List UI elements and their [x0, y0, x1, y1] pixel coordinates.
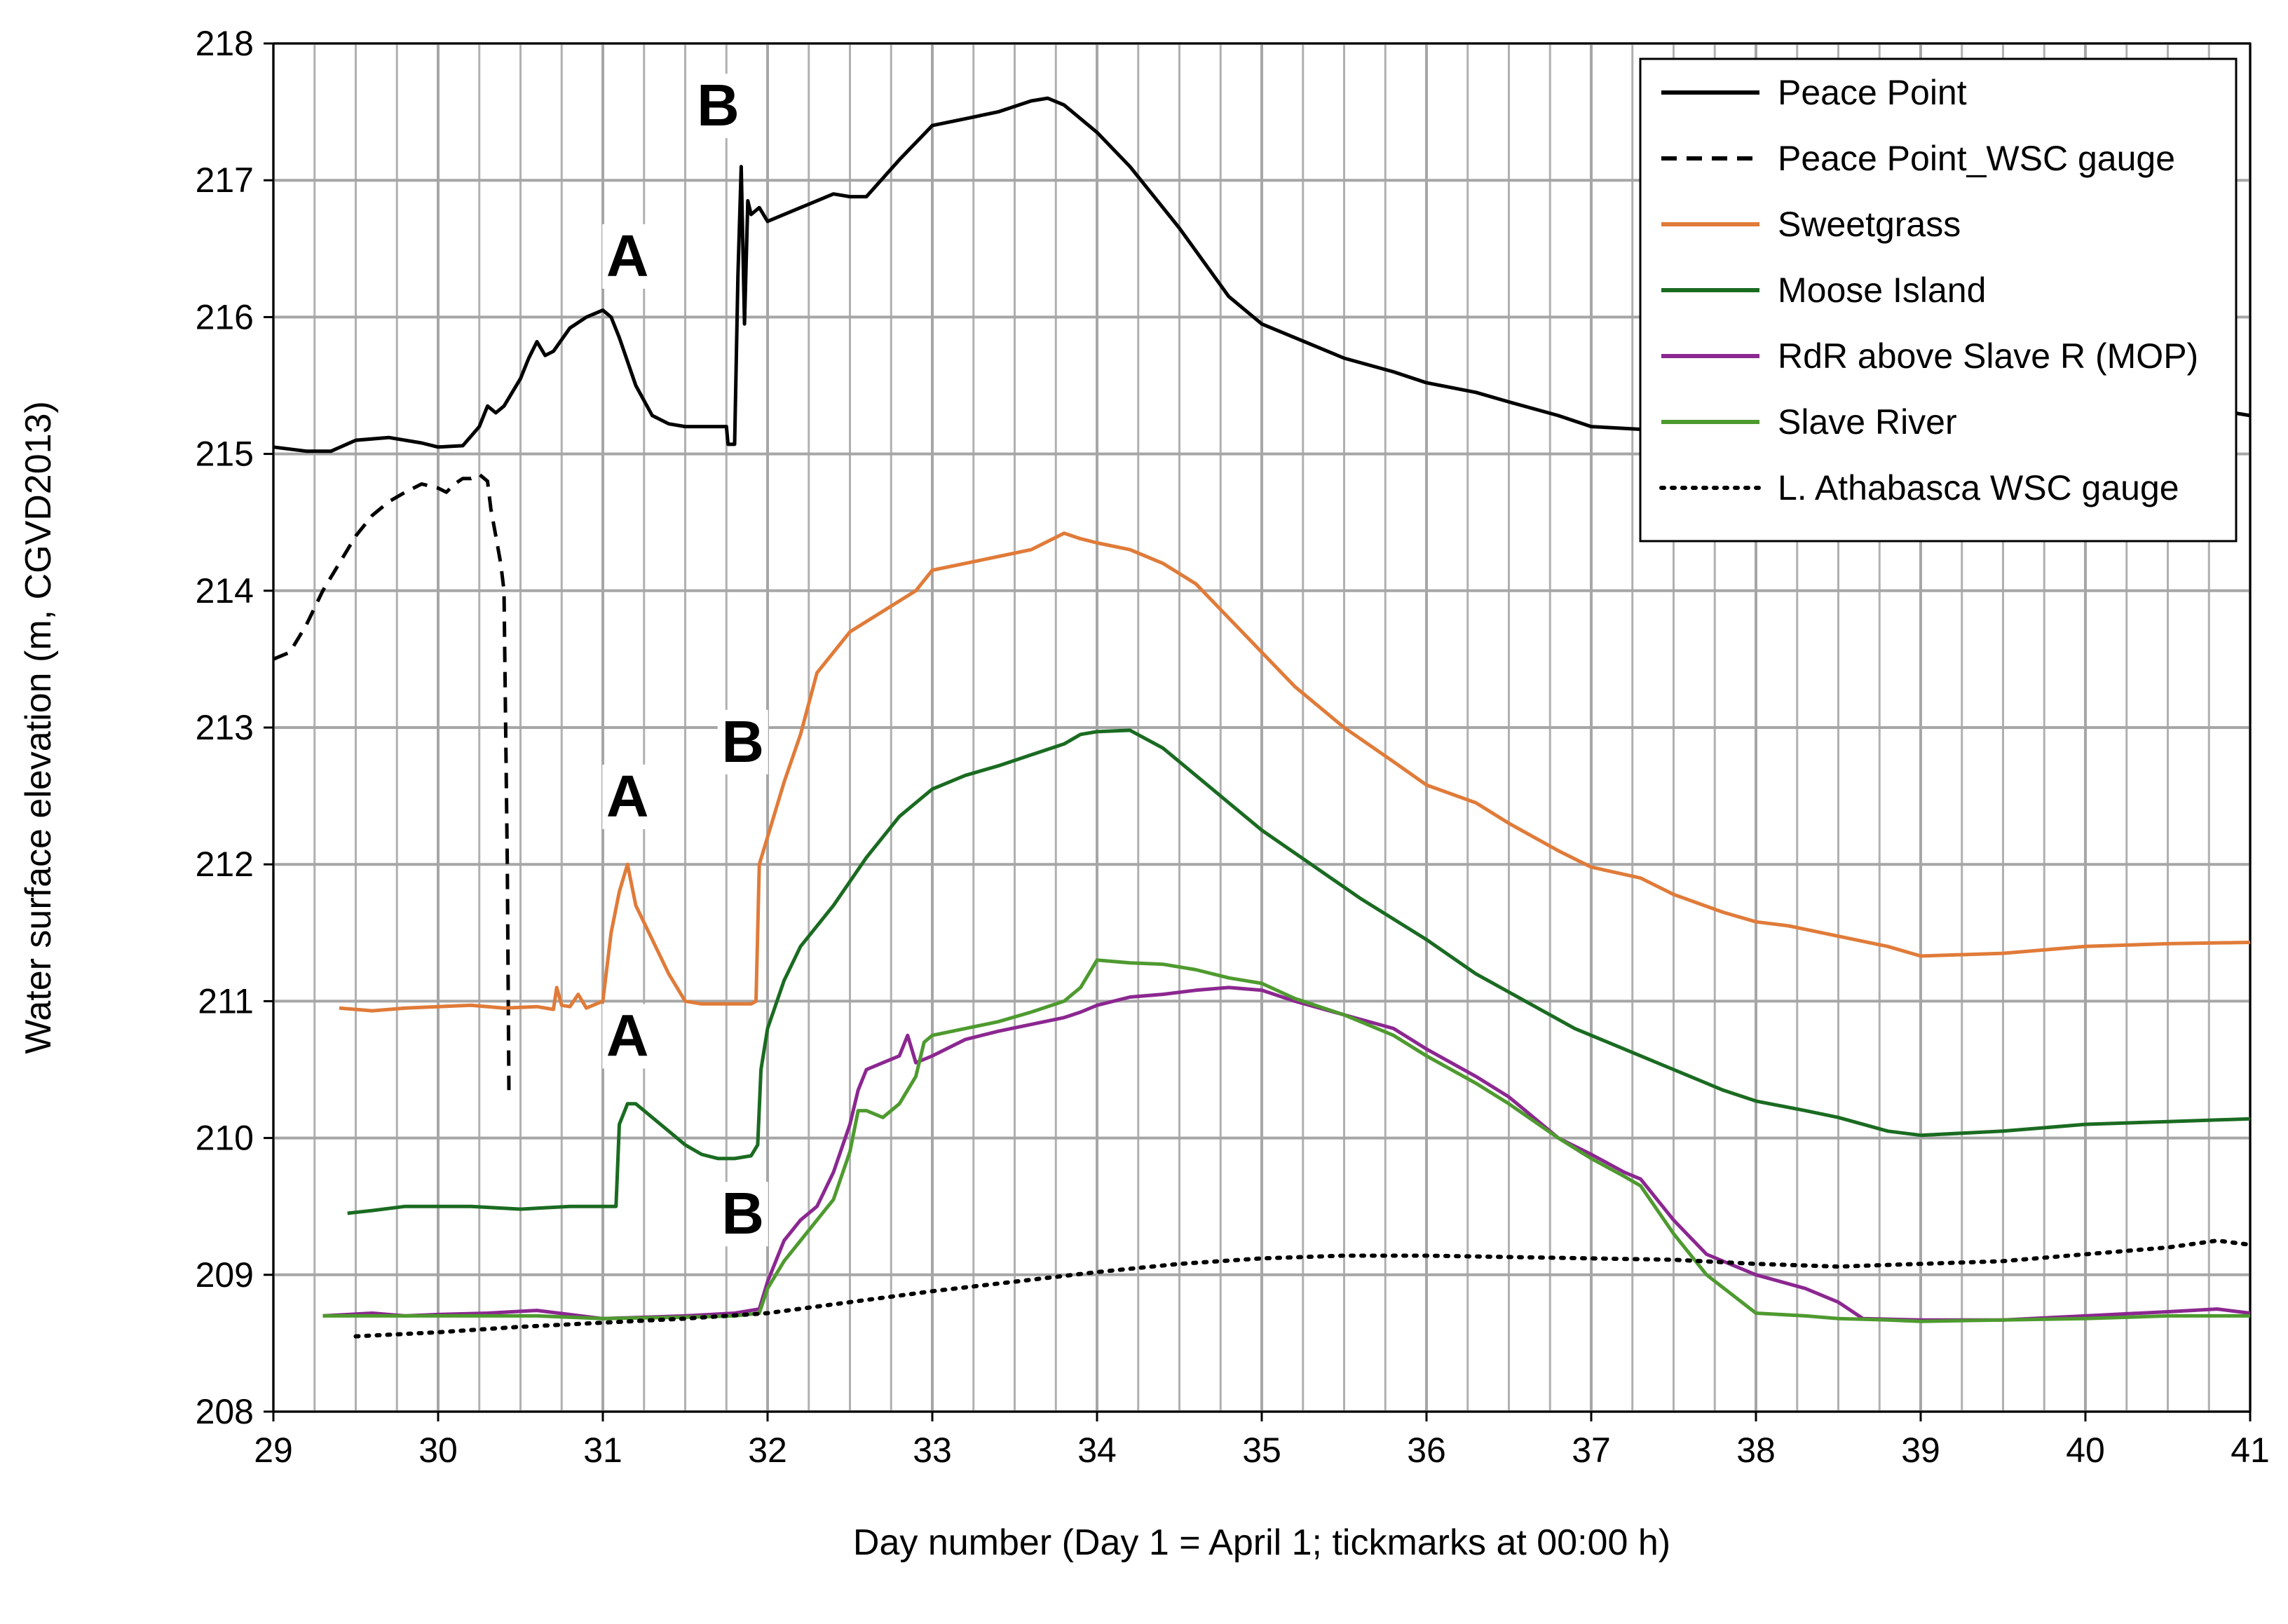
y-tick-label: 210 [196, 1119, 254, 1158]
x-tick-label: 29 [254, 1431, 293, 1470]
series-line-1 [273, 472, 511, 1091]
x-tick-label: 41 [2231, 1431, 2270, 1470]
legend-label: Peace Point_WSC gauge [1778, 139, 2175, 178]
x-tick-label: 35 [1242, 1431, 1281, 1470]
x-tick-label: 32 [748, 1431, 787, 1470]
annotation-label: A [606, 1002, 649, 1068]
annotation-background [602, 224, 653, 289]
legend-label: RdR above Slave R (MOP) [1778, 336, 2198, 376]
annotations: A B A B A B [602, 72, 768, 1247]
legend-box [1639, 57, 2238, 543]
y-tick-label: 211 [198, 981, 254, 1021]
y-tick-label: 215 [196, 435, 254, 474]
legend-label: Slave River [1778, 402, 1957, 442]
y-tick-label: 214 [196, 571, 254, 610]
x-tick-label: 36 [1407, 1431, 1446, 1470]
annotation-background [602, 764, 653, 829]
annotation-label: B [697, 72, 740, 138]
series-line-6 [353, 1239, 2252, 1339]
x-tick-labels: 29 30 31 32 33 34 35 36 37 38 39 40 41 [254, 1431, 2270, 1470]
data-series [273, 96, 2252, 1339]
annotation-label: B [721, 709, 764, 775]
y-tick-label: 216 [196, 297, 254, 336]
legend-label: Peace Point [1778, 73, 1967, 112]
y-tick-label: 217 [196, 161, 254, 200]
series-line-0 [273, 96, 2251, 453]
y-tick-label: 213 [196, 708, 254, 747]
annotation-label: A [606, 223, 649, 289]
legend-label: Sweetgrass [1778, 205, 1961, 244]
x-tick-label: 40 [2066, 1431, 2105, 1470]
y-tick-labels: 208 209 210 211 212 213 214 215 216 217 218 [196, 24, 254, 1431]
annotation-label: B [721, 1180, 764, 1246]
x-tick-label: 39 [1901, 1431, 1940, 1470]
y-tick-label: 212 [196, 845, 254, 884]
legend: Peace Point Peace Point_WSC gauge Sweetgra… [1639, 57, 2238, 543]
x-tick-label: 31 [583, 1431, 622, 1470]
x-axis-title: Day number (Day 1 = April 1; tickmarks a… [853, 1522, 1670, 1563]
y-tick-label: 218 [196, 24, 254, 63]
y-tick-label: 209 [196, 1255, 254, 1295]
annotation-background [693, 74, 744, 139]
annotation-label: A [606, 763, 649, 829]
annotation-background [717, 1182, 768, 1247]
y-axis-title: Water surface elevation (m, CGVD2013) [18, 401, 59, 1054]
x-tick-label: 37 [1572, 1431, 1611, 1470]
series-line-3 [347, 728, 2251, 1215]
axis-ticks [264, 42, 2252, 1421]
y-tick-label: 208 [196, 1392, 254, 1431]
annotation-background [602, 1004, 653, 1069]
x-tick-label: 30 [418, 1431, 458, 1470]
legend-label: L. Athabasca WSC gauge [1778, 468, 2179, 507]
x-tick-label: 38 [1736, 1431, 1776, 1470]
legend-label: Moose Island [1778, 271, 1986, 310]
x-tick-label: 33 [913, 1431, 952, 1470]
series-line-2 [339, 531, 2251, 1013]
x-tick-label: 34 [1077, 1431, 1117, 1470]
annotation-background [717, 709, 768, 775]
